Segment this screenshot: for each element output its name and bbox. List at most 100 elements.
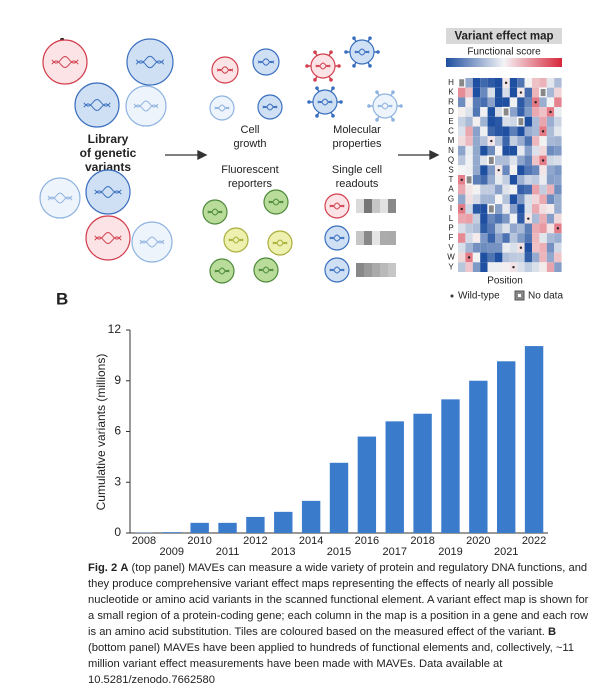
x-tick-label: 2016 bbox=[355, 535, 379, 547]
heatmap-tile bbox=[495, 185, 502, 195]
heatmap-tile bbox=[458, 88, 465, 98]
heatmap-tile bbox=[495, 156, 502, 166]
spike-tip bbox=[339, 100, 343, 104]
heatmap-tile bbox=[465, 185, 472, 195]
bar bbox=[330, 463, 348, 533]
bar bbox=[218, 523, 236, 533]
heatmap-tile bbox=[547, 88, 554, 98]
heatmap-tile bbox=[480, 224, 487, 234]
heatmap-tile bbox=[539, 78, 546, 88]
cell-icon bbox=[264, 190, 288, 214]
cell bbox=[210, 259, 234, 283]
heatmap-tile bbox=[554, 136, 561, 146]
heatmap-tile bbox=[539, 136, 546, 146]
heatmap-tile bbox=[473, 165, 480, 175]
readout-tile bbox=[372, 199, 380, 213]
heatmap-tile bbox=[465, 88, 472, 98]
heatmap-tile bbox=[488, 165, 495, 175]
heatmap-tile bbox=[458, 262, 465, 272]
heatmap-tile bbox=[502, 97, 509, 107]
x-tick-label: 2009 bbox=[160, 546, 184, 558]
heatmap-tile bbox=[525, 78, 532, 88]
readout-tile bbox=[380, 263, 388, 277]
heatmap-tile bbox=[525, 146, 532, 156]
row-label: K bbox=[448, 88, 454, 97]
wild-type-dot bbox=[542, 130, 544, 132]
heatmap-tile bbox=[473, 88, 480, 98]
row-label: Q bbox=[448, 156, 454, 165]
no-data-tile bbox=[459, 79, 465, 88]
heatmap-tile bbox=[532, 204, 539, 214]
assay-label: Molecular bbox=[333, 124, 381, 136]
heatmap-tile bbox=[458, 214, 465, 224]
spike-tip bbox=[307, 100, 311, 104]
heatmap-tile bbox=[539, 214, 546, 224]
heatmap-tile bbox=[458, 156, 465, 166]
heatmap-tile bbox=[510, 233, 517, 243]
heatmap-tile bbox=[510, 175, 517, 185]
heatmap-tile bbox=[547, 165, 554, 175]
spike-tip bbox=[313, 50, 317, 54]
cell-icon bbox=[224, 228, 248, 252]
cell-icon bbox=[132, 222, 172, 262]
heatmap-tile bbox=[517, 233, 524, 243]
cell bbox=[373, 94, 397, 118]
heatmap-tile bbox=[473, 136, 480, 146]
heatmap-tile bbox=[532, 243, 539, 253]
heatmap-tile bbox=[502, 204, 509, 214]
x-tick-label: 2012 bbox=[243, 535, 267, 547]
heatmap-tile bbox=[517, 165, 524, 175]
heatmap-tile bbox=[488, 214, 495, 224]
heatmap-tile bbox=[502, 243, 509, 253]
score-label: Functional score bbox=[467, 47, 541, 58]
heatmap-tile bbox=[547, 262, 554, 272]
heatmap-tile bbox=[495, 233, 502, 243]
heatmap-tile bbox=[554, 253, 561, 263]
heatmap-tile bbox=[473, 127, 480, 137]
x-tick-label: 2019 bbox=[438, 546, 462, 558]
heatmap-tile bbox=[539, 233, 546, 243]
x-tick-label: 2015 bbox=[327, 546, 351, 558]
cell-icon bbox=[43, 40, 87, 84]
y-tick-label: 3 bbox=[114, 474, 121, 488]
heatmap-tile bbox=[525, 156, 532, 166]
bar bbox=[190, 523, 208, 533]
spike-tip bbox=[368, 64, 372, 68]
heatmap-tile bbox=[547, 78, 554, 88]
cell bbox=[325, 258, 349, 282]
no-data-tile bbox=[540, 88, 546, 97]
cell-icon bbox=[325, 226, 349, 250]
cell bbox=[325, 226, 349, 250]
cell bbox=[350, 40, 374, 64]
heatmap-tile bbox=[480, 253, 487, 263]
heatmap-tile bbox=[502, 194, 509, 204]
heatmap-tile bbox=[473, 146, 480, 156]
x-tick-label: 2008 bbox=[132, 535, 156, 547]
heatmap-tile bbox=[554, 243, 561, 253]
heatmap-tile bbox=[473, 204, 480, 214]
heatmap-tile bbox=[525, 224, 532, 234]
bar bbox=[163, 532, 181, 533]
readout-tile bbox=[380, 231, 388, 245]
bar bbox=[246, 517, 264, 533]
wild-type-dot bbox=[461, 208, 463, 210]
heatmap-tile bbox=[458, 224, 465, 234]
heatmap-tile bbox=[495, 88, 502, 98]
cell bbox=[126, 86, 166, 126]
heatmap-tile bbox=[458, 127, 465, 137]
heatmap-tile bbox=[517, 175, 524, 185]
x-tick-label: 2020 bbox=[466, 535, 490, 547]
readout-tile bbox=[356, 199, 364, 213]
caption-label: Fig. 2 bbox=[88, 562, 117, 574]
cell-icon bbox=[325, 258, 349, 282]
assay-label: Fluorescent bbox=[221, 164, 278, 176]
heatmap-tile bbox=[539, 253, 546, 263]
bar bbox=[413, 414, 431, 533]
heatmap-tile bbox=[488, 107, 495, 117]
heatmap-tile bbox=[495, 175, 502, 185]
heatmap-tile bbox=[495, 136, 502, 146]
bar bbox=[469, 381, 487, 533]
cell-icon bbox=[258, 95, 282, 119]
row-label: V bbox=[448, 243, 454, 252]
heatmap-tile bbox=[510, 146, 517, 156]
